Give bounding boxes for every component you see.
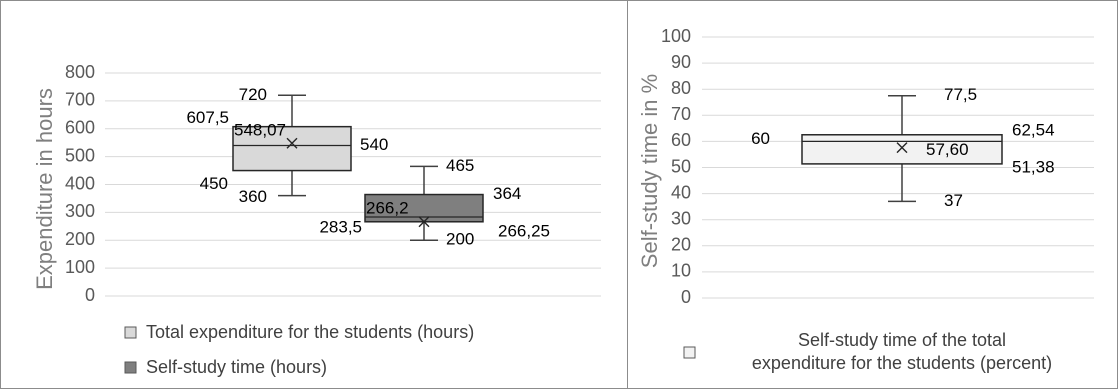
y-tick-30: 30 [671, 208, 691, 228]
y-tick-300: 300 [65, 201, 95, 221]
self-study-time-label-q3: 364 [493, 184, 521, 203]
y-tick-700: 700 [65, 90, 95, 110]
y-tick-20: 20 [671, 235, 691, 255]
left-chart-panel: 0 100 200 300 400 500 600 700 800 Expenditure in … [0, 0, 628, 389]
legend-swatch-self-study-time [124, 361, 137, 374]
self-study-percent-label-q1: 51,38 [1012, 157, 1055, 176]
y-tick-600: 600 [65, 118, 95, 138]
self-study-percent-label-min: 37 [944, 191, 963, 210]
legend-label-self-study-time: Self-study time (hours) [146, 357, 327, 377]
self-study-percent-label-max: 77,5 [944, 85, 977, 104]
y-tick-10: 10 [671, 261, 691, 281]
legend-swatch-total-expenditure [124, 326, 137, 339]
y-tick-0: 0 [681, 287, 691, 307]
total-expenditure-label-q3: 607,5 [186, 108, 229, 127]
total-expenditure-label-min: 360 [239, 187, 267, 206]
left-box-plot: 0 100 200 300 400 500 600 700 800 Expenditure in … [32, 62, 601, 377]
right-chart-panel: 0 10 20 30 40 50 60 70 80 90 100 Self-study time in… [627, 0, 1118, 389]
y-tick-50: 50 [671, 156, 691, 176]
self-study-time-mean-marker [418, 216, 430, 228]
total-expenditure-label-q1: 450 [200, 174, 228, 193]
self-study-time-label-median: 283,5 [319, 217, 362, 236]
self-study-percent-label-mean: 57,60 [926, 140, 969, 159]
legend-label-line-1: Self-study time of the total [798, 330, 1006, 350]
self-study-time-label-min: 200 [446, 230, 474, 249]
legend-label-total-expenditure: Total expenditure for the students (hour… [146, 322, 474, 342]
y-tick-100: 100 [661, 26, 691, 46]
y-tick-500: 500 [65, 145, 95, 165]
legend-label-line-2: expenditure for the students (percent) [752, 353, 1052, 373]
total-expenditure-label-max: 720 [239, 85, 267, 104]
y-tick-60: 60 [671, 130, 691, 150]
self-study-percent-label-median: 60 [751, 129, 770, 148]
total-expenditure-label-mean: 548,07 [234, 121, 286, 140]
self-study-percent-mean-marker [896, 142, 908, 154]
y-tick-80: 80 [671, 78, 691, 98]
y-tick-90: 90 [671, 52, 691, 72]
right-box-plot: 0 10 20 30 40 50 60 70 80 90 100 Self-study time in… [637, 26, 1094, 373]
total-expenditure-label-median: 540 [360, 135, 388, 154]
y-tick-400: 400 [65, 173, 95, 193]
self-study-time-label-q1: 266,25 [498, 221, 550, 240]
y-tick-40: 40 [671, 182, 691, 202]
y-tick-0: 0 [85, 285, 95, 305]
self-study-time-label-mean: 266,2 [366, 198, 409, 217]
y-axis-title: Self-study time in % [637, 74, 662, 268]
total-expenditure-mean-marker [286, 137, 298, 149]
y-axis-title: Expenditure in hours [32, 88, 57, 290]
self-study-time-label-max: 465 [446, 156, 474, 175]
y-tick-800: 800 [65, 62, 95, 82]
self-study-percent-box [801, 134, 1003, 165]
legend-swatch-self-study-percent [683, 346, 696, 359]
self-study-percent-label-q3: 62,54 [1012, 120, 1055, 139]
y-tick-200: 200 [65, 229, 95, 249]
total-expenditure-box [232, 125, 352, 172]
y-tick-100: 100 [65, 257, 95, 277]
y-tick-70: 70 [671, 104, 691, 124]
